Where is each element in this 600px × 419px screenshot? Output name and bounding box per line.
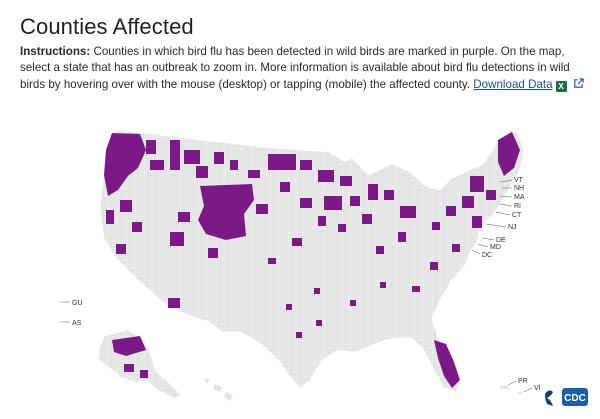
external-link-icon[interactable] (573, 77, 584, 89)
cdc-logo-text: CDC (564, 393, 586, 404)
callout-nj[interactable]: NJ (508, 224, 517, 231)
page-title: Counties Affected (20, 14, 194, 39)
territory-callouts[interactable] (62, 301, 533, 393)
callout-vt[interactable]: VT (514, 177, 524, 184)
territory-vi[interactable]: VI (534, 385, 541, 392)
excel-icon[interactable]: X (555, 80, 567, 92)
instructions-paragraph: Instructions: Counties in which bird flu… (20, 44, 586, 93)
state-callouts[interactable] (471, 179, 513, 255)
territory-shapes[interactable] (58, 300, 522, 394)
hhs-eagle-icon (545, 390, 553, 406)
callout-nh[interactable]: NH (514, 185, 524, 192)
callout-ct[interactable]: CT (512, 212, 522, 219)
callout-md[interactable]: MD (490, 244, 501, 251)
state-callout-labels: VT NH MA RI CT NJ DE MD DC (482, 177, 525, 259)
instructions-text: Counties in which bird flu has been dete… (20, 45, 570, 91)
callout-de[interactable]: DE (496, 237, 506, 244)
territory-gu[interactable]: GU (72, 300, 83, 307)
territory-pr[interactable]: PR (518, 378, 528, 385)
download-data-link[interactable]: Download Data (473, 77, 553, 91)
callout-ma[interactable]: MA (514, 194, 525, 201)
callout-dc[interactable]: DC (482, 252, 492, 259)
cdc-logo: CDC (545, 388, 588, 406)
hawaii-shape[interactable] (204, 378, 233, 401)
instructions-lead: Instructions: (20, 45, 91, 58)
territory-as[interactable]: AS (72, 320, 82, 327)
callout-ri[interactable]: RI (514, 203, 521, 210)
affected-counties-layer[interactable] (104, 132, 520, 388)
